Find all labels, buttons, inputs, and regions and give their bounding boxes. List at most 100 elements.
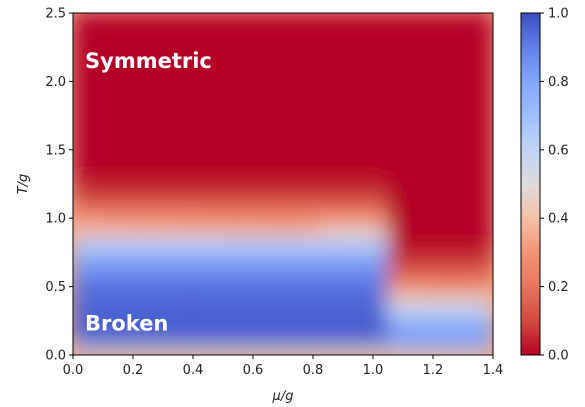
heatmap-cell: [212, 55, 226, 65]
heatmap-cell: [364, 174, 377, 185]
heatmap-cell: [469, 80, 482, 91]
heatmap-cell: [224, 303, 237, 313]
heatmap-cell: [445, 13, 459, 23]
heatmap-cell: [200, 209, 214, 219]
heatmap-cell: [422, 149, 436, 159]
heatmap-cell: [259, 140, 272, 151]
heatmap-cell: [399, 149, 412, 159]
heatmap-cell: [212, 46, 226, 57]
heatmap-cell: [177, 200, 191, 211]
heatmap-cell: [399, 251, 412, 262]
heatmap-cell: [375, 38, 389, 48]
heatmap-cell: [247, 46, 261, 57]
heatmap-cell: [177, 29, 191, 40]
heatmap-cell: [212, 183, 226, 194]
heatmap-cell: [177, 132, 191, 142]
heatmap-cell: [119, 345, 132, 355]
heatmap-cell: [445, 234, 459, 245]
heatmap-cell: [445, 55, 459, 65]
heatmap-cell: [247, 98, 261, 108]
heatmap-cell: [387, 192, 401, 202]
heatmap-cell: [119, 140, 132, 151]
heatmap-cell: [95, 243, 109, 253]
heatmap-cell: [399, 46, 412, 57]
heatmap-cell: [329, 311, 342, 322]
heatmap-cell: [445, 132, 459, 142]
heatmap-cell: [154, 98, 167, 108]
heatmap-cell: [84, 106, 97, 117]
heatmap-cell: [142, 192, 156, 202]
heatmap-cell: [95, 38, 109, 48]
heatmap-cell: [235, 183, 249, 194]
heatmap-cell: [282, 337, 296, 347]
heatmap-cell: [189, 46, 202, 57]
heatmap-cell: [200, 140, 214, 151]
heatmap-cell: [457, 123, 471, 134]
heatmap-cell: [212, 294, 226, 305]
heatmap-cell: [212, 192, 226, 202]
heatmap-cell: [375, 80, 389, 91]
heatmap-cell: [294, 38, 307, 48]
heatmap-cell: [270, 123, 284, 134]
heatmap-cell: [364, 183, 377, 194]
heatmap-cell: [387, 21, 401, 31]
heatmap-cell: [259, 13, 272, 23]
heatmap-cell: [352, 320, 366, 330]
heatmap-cell: [247, 166, 261, 176]
heatmap-cell: [410, 311, 424, 322]
heatmap-cell: [95, 269, 109, 279]
heatmap-cell: [200, 226, 214, 236]
heatmap-cell: [480, 63, 493, 74]
heatmap-cell: [352, 217, 366, 228]
heatmap-cell: [247, 277, 261, 288]
y-tick-label: 2.0: [45, 75, 66, 90]
heatmap-cell: [434, 98, 447, 108]
heatmap-cell: [235, 98, 249, 108]
heatmap-cell: [294, 260, 307, 270]
x-tick-label: 1.4: [483, 363, 504, 378]
heatmap-cell: [95, 80, 109, 91]
heatmap-cell: [294, 140, 307, 151]
heatmap-cell: [200, 38, 214, 48]
heatmap-cell: [247, 21, 261, 31]
heatmap-cell: [95, 345, 109, 355]
heatmap-cell: [84, 320, 97, 330]
heatmap-cell: [73, 200, 86, 211]
heatmap-cell: [189, 311, 202, 322]
heatmap-cell: [200, 149, 214, 159]
heatmap-cell: [247, 337, 261, 347]
heatmap-cell: [165, 243, 179, 253]
heatmap-cell: [130, 209, 144, 219]
heatmap-cell: [165, 234, 179, 245]
heatmap-cell: [422, 226, 436, 236]
heatmap-cell: [154, 115, 167, 125]
heatmap-cell: [469, 345, 482, 355]
heatmap-cell: [329, 345, 342, 355]
heatmap-cell: [445, 174, 459, 185]
heatmap-cell: [119, 123, 132, 134]
heatmap-cell: [434, 149, 447, 159]
heatmap-cell: [352, 260, 366, 270]
heatmap-cell: [84, 123, 97, 134]
heatmap-cell: [189, 269, 202, 279]
heatmap-cell: [107, 149, 121, 159]
heatmap-cell: [410, 29, 424, 40]
heatmap-cell: [364, 328, 377, 339]
heatmap-cell: [270, 72, 284, 82]
heatmap-cell: [95, 115, 109, 125]
heatmap-cell: [422, 106, 436, 117]
heatmap-cell: [480, 157, 493, 168]
heatmap-cell: [177, 21, 191, 31]
heatmap-cell: [387, 29, 401, 40]
heatmap-cell: [469, 89, 482, 99]
heatmap-cell: [387, 123, 401, 134]
heatmap-cell: [469, 115, 482, 125]
heatmap-cell: [177, 337, 191, 347]
heatmap-cell: [247, 243, 261, 253]
heatmap-cell: [177, 72, 191, 82]
heatmap-cell: [200, 320, 214, 330]
heatmap-cell: [445, 209, 459, 219]
heatmap-cell: [282, 277, 296, 288]
heatmap-cell: [107, 303, 121, 313]
heatmap-cell: [177, 157, 191, 168]
